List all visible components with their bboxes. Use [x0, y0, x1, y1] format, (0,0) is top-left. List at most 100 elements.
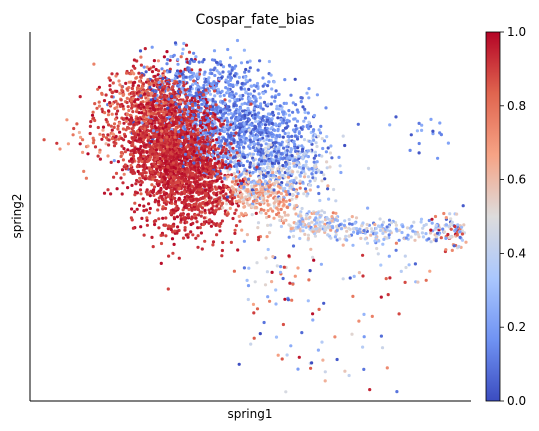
scatter-point: [278, 196, 282, 201]
scatter-point: [261, 149, 265, 153]
scatter-point: [299, 96, 303, 100]
scatter-point: [220, 219, 224, 223]
scatter-point: [200, 116, 205, 120]
scatter-point: [294, 149, 298, 153]
scatter-point: [269, 73, 273, 77]
scatter-points: [42, 38, 468, 394]
scatter-point: [238, 106, 243, 110]
scatter-point: [259, 143, 263, 148]
scatter-point: [121, 127, 125, 131]
scatter-point: [379, 334, 383, 338]
scatter-point: [261, 136, 265, 140]
scatter-point: [109, 192, 113, 196]
scatter-point: [236, 204, 240, 208]
scatter-point: [151, 129, 156, 133]
scatter-point: [78, 142, 82, 146]
scatter-point: [190, 208, 194, 212]
scatter-point: [154, 164, 158, 169]
scatter-point: [284, 390, 288, 394]
scatter-point: [341, 134, 345, 138]
scatter-point: [172, 242, 176, 246]
scatter-point: [350, 222, 354, 226]
scatter-point: [329, 228, 333, 232]
scatter-point: [427, 237, 431, 241]
scatter-point: [255, 261, 259, 265]
scatter-point: [294, 222, 298, 226]
scatter-point: [139, 75, 143, 79]
scatter-point: [334, 199, 338, 203]
scatter-point: [394, 241, 398, 245]
scatter-point: [154, 118, 159, 122]
scatter-point: [318, 220, 322, 224]
scatter-point: [164, 216, 168, 220]
scatter-point: [286, 142, 291, 146]
scatter-point: [318, 131, 323, 135]
scatter-point: [167, 254, 171, 258]
scatter-point: [152, 65, 156, 69]
scatter-point: [211, 102, 215, 106]
scatter-point: [140, 134, 144, 138]
scatter-point: [317, 128, 321, 132]
scatter-point: [115, 89, 119, 93]
scatter-point: [240, 82, 244, 86]
scatter-point: [386, 293, 390, 297]
scatter-point: [362, 367, 366, 371]
scatter-point: [102, 191, 107, 195]
scatter-point: [145, 218, 149, 222]
scatter-point: [181, 208, 185, 212]
scatter-point: [103, 111, 107, 115]
scatter-point: [202, 173, 206, 177]
scatter-point: [352, 274, 356, 278]
scatter-point: [234, 131, 238, 135]
scatter-point: [293, 158, 297, 162]
scatter-point: [199, 173, 203, 177]
scatter-point: [314, 216, 318, 220]
scatter-point: [378, 228, 382, 233]
scatter-point: [299, 100, 303, 104]
scatter-point: [237, 214, 241, 218]
scatter-point: [172, 176, 177, 180]
scatter-point: [428, 231, 433, 235]
scatter-point: [381, 242, 385, 246]
scatter-point: [164, 196, 168, 200]
scatter-point: [305, 91, 309, 95]
scatter-point: [350, 215, 354, 219]
scatter-point: [312, 211, 316, 215]
scatter-point: [261, 118, 265, 122]
scatter-point: [424, 278, 428, 282]
scatter-point: [228, 56, 233, 60]
scatter-point: [138, 203, 142, 207]
scatter-point: [410, 224, 414, 228]
scatter-point: [213, 100, 217, 104]
scatter-point: [216, 223, 220, 227]
scatter-point: [187, 151, 191, 155]
scatter-point: [212, 222, 216, 226]
scatter-point: [233, 231, 237, 235]
scatter-point: [235, 98, 239, 102]
scatter-point: [228, 153, 233, 157]
scatter-point: [239, 157, 243, 161]
scatter-point: [227, 70, 231, 74]
scatter-point: [145, 65, 149, 69]
scatter-point: [173, 41, 178, 45]
scatter-point: [133, 201, 137, 205]
scatter-point: [283, 210, 287, 215]
scatter-point: [196, 226, 200, 230]
scatter-point: [192, 59, 196, 64]
scatter-point: [251, 152, 256, 156]
scatter-point: [286, 213, 290, 217]
scatter-point: [134, 76, 138, 80]
scatter-point: [161, 198, 165, 202]
scatter-point: [125, 116, 129, 120]
scatter-point: [283, 186, 287, 190]
scatter-point: [293, 274, 297, 278]
scatter-point: [310, 220, 314, 224]
scatter-point: [244, 78, 248, 82]
scatter-point: [139, 225, 143, 229]
scatter-point: [220, 158, 224, 162]
scatter-point: [58, 147, 62, 151]
scatter-point: [460, 238, 465, 242]
scatter-point: [258, 59, 262, 63]
scatter-point: [106, 113, 111, 117]
scatter-point: [442, 211, 446, 216]
